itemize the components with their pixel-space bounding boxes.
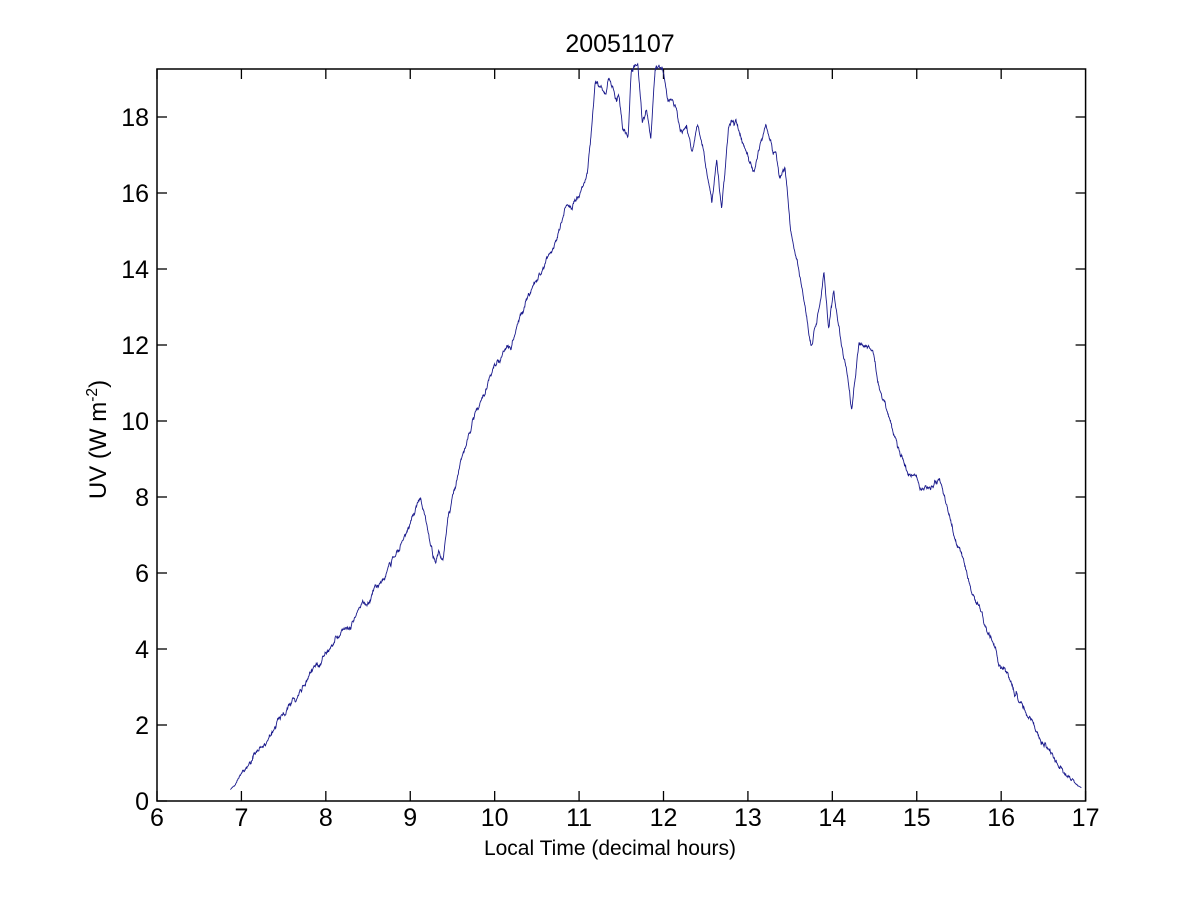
svg-text:8: 8 <box>135 484 149 512</box>
svg-text:15: 15 <box>903 804 931 832</box>
svg-text:13: 13 <box>734 804 762 832</box>
svg-text:7: 7 <box>234 804 248 832</box>
svg-text:9: 9 <box>403 804 417 832</box>
svg-text:2: 2 <box>135 712 149 740</box>
svg-text:10: 10 <box>121 408 149 436</box>
svg-text:8: 8 <box>319 804 333 832</box>
svg-text:4: 4 <box>135 636 149 664</box>
svg-text:10: 10 <box>481 804 509 832</box>
svg-text:6: 6 <box>135 560 149 588</box>
svg-text:12: 12 <box>121 332 149 360</box>
svg-text:16: 16 <box>987 804 1015 832</box>
svg-text:18: 18 <box>121 104 149 132</box>
svg-text:17: 17 <box>1072 804 1100 832</box>
svg-text:0: 0 <box>135 788 149 816</box>
svg-text:11: 11 <box>566 804 592 832</box>
svg-text:6: 6 <box>150 804 164 832</box>
svg-text:14: 14 <box>121 256 149 284</box>
svg-text:16: 16 <box>121 180 149 208</box>
svg-text:12: 12 <box>650 804 678 832</box>
svg-text:14: 14 <box>818 804 846 832</box>
